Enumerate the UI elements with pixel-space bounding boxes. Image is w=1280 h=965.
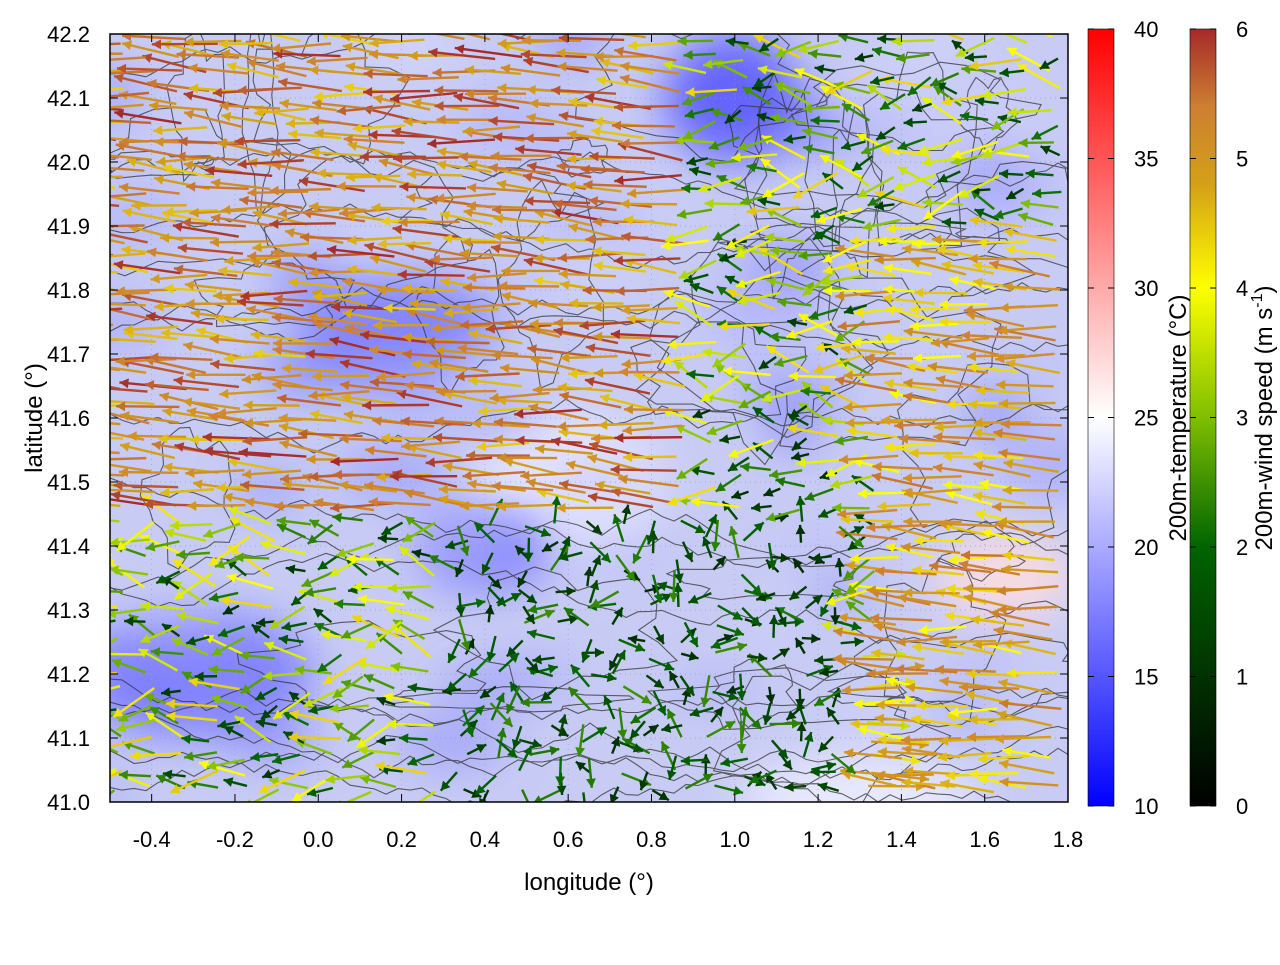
wind-arrow <box>52 316 113 326</box>
colorbar-tick-label: 20 <box>1134 535 1158 560</box>
colorbar-tick-label: 15 <box>1134 665 1158 690</box>
y-tick-label: 41.2 <box>47 662 90 687</box>
x-tick-label: 0.2 <box>386 827 417 852</box>
wind-colorbar: 0 1 2 3 4 5 6 200m-wind speed (m s-1) <box>1190 17 1278 819</box>
temperature-patch <box>90 781 137 813</box>
y-tick-label: 42.0 <box>47 150 90 175</box>
wind-arrow <box>50 122 116 140</box>
colorbar-tick-label: 1 <box>1236 665 1248 690</box>
y-tick-label: 41.9 <box>47 214 90 239</box>
y-tick-label: 42.2 <box>47 22 90 47</box>
colorbar-tick-label: 6 <box>1236 17 1248 42</box>
y-tick-label: 41.5 <box>47 470 90 495</box>
y-tick-label: 41.0 <box>47 790 90 815</box>
x-tick-label: 1.2 <box>803 827 834 852</box>
colorbar-tick-label: 25 <box>1134 406 1158 431</box>
y-axis-label: latitude (°) <box>21 363 48 473</box>
colorbar-tick-label: 10 <box>1134 794 1158 819</box>
wind-colorbar-label-sup: -1 <box>1249 293 1266 307</box>
y-tick-label: 41.8 <box>47 278 90 303</box>
x-tick-label: 1.8 <box>1053 827 1084 852</box>
colorbar-tick-label: 0 <box>1236 794 1248 819</box>
colorbar-tick-label: 5 <box>1236 147 1248 172</box>
y-tick-label: 41.7 <box>47 342 90 367</box>
wind-colorbar-label-main: 200m-wind speed (m s <box>1251 308 1278 551</box>
x-tick-label: 0.8 <box>636 827 667 852</box>
x-tick-label: 0.4 <box>470 827 501 852</box>
colorbar-tick-label: 35 <box>1134 147 1158 172</box>
temperature-colorbar-label: 200m-temperature (°C) <box>1165 294 1192 541</box>
x-axis-label: longitude (°) <box>524 869 654 896</box>
wind-colorbar-label-end: ) <box>1251 286 1278 294</box>
y-tick-label: 42.1 <box>47 86 90 111</box>
temperature-colorbar: 10 15 20 25 30 35 40 200m-temperature (°C) <box>1088 17 1192 819</box>
colorbar-tick-label: 30 <box>1134 276 1158 301</box>
x-tick-label: -0.2 <box>216 827 254 852</box>
plot-area <box>49 0 1136 847</box>
y-tick-label: 41.6 <box>47 406 90 431</box>
x-tick-label: -0.4 <box>133 827 171 852</box>
temperature-patch <box>968 386 1025 436</box>
colorbar-tick-label: 2 <box>1236 535 1248 560</box>
y-tick-label: 41.4 <box>47 534 90 559</box>
colorbar-tick-label: 40 <box>1134 17 1158 42</box>
colorbar-tick-label: 3 <box>1236 406 1248 431</box>
wind-colorbar-label: 200m-wind speed (m s-1) <box>1249 286 1278 551</box>
wind-arrow <box>55 331 117 341</box>
wind-arrow <box>49 252 113 262</box>
x-tick-label: 1.4 <box>886 827 917 852</box>
y-tick-label: 41.1 <box>47 726 90 751</box>
x-tick-label: 0.6 <box>553 827 584 852</box>
x-tick-label: 1.6 <box>969 827 1000 852</box>
wind-arrow <box>65 174 116 189</box>
x-tick-label: 1.0 <box>719 827 750 852</box>
y-tick-label: 41.3 <box>47 598 90 623</box>
x-tick-label: 0.0 <box>303 827 334 852</box>
colorbar-tick-label: 4 <box>1236 276 1248 301</box>
